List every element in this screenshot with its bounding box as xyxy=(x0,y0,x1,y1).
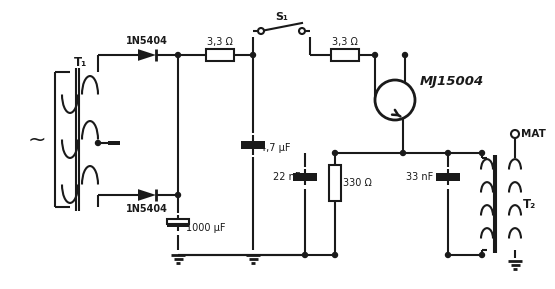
Text: 330 Ω: 330 Ω xyxy=(343,178,372,188)
Circle shape xyxy=(332,151,337,155)
Circle shape xyxy=(95,140,100,145)
Circle shape xyxy=(175,53,180,58)
Polygon shape xyxy=(138,189,156,201)
Bar xyxy=(293,177,317,181)
Text: 4,7 μF: 4,7 μF xyxy=(260,143,290,153)
Bar xyxy=(241,141,265,145)
Bar xyxy=(329,165,341,201)
Circle shape xyxy=(332,253,337,257)
Text: S₁: S₁ xyxy=(275,12,288,22)
Circle shape xyxy=(446,253,451,257)
Text: T₁: T₁ xyxy=(73,55,87,68)
Text: T₂: T₂ xyxy=(523,197,536,210)
Bar xyxy=(167,219,189,224)
Circle shape xyxy=(299,28,305,34)
Circle shape xyxy=(446,151,451,155)
Circle shape xyxy=(402,53,407,58)
Text: 1N5404: 1N5404 xyxy=(126,36,168,46)
Bar xyxy=(241,145,265,149)
Text: 33 nF: 33 nF xyxy=(406,172,433,182)
Text: 3,3 Ω: 3,3 Ω xyxy=(332,37,358,47)
Circle shape xyxy=(480,253,485,257)
Circle shape xyxy=(250,53,255,58)
Circle shape xyxy=(375,80,415,120)
Circle shape xyxy=(258,28,264,34)
Circle shape xyxy=(302,253,307,257)
Bar xyxy=(108,141,120,145)
Text: MAT: MAT xyxy=(521,129,546,139)
Circle shape xyxy=(480,151,485,155)
Text: ~: ~ xyxy=(28,130,46,150)
Circle shape xyxy=(175,192,180,197)
Bar xyxy=(436,173,460,177)
Text: 3,3 Ω: 3,3 Ω xyxy=(207,37,233,47)
Bar xyxy=(331,49,360,61)
Bar xyxy=(167,223,189,227)
Bar xyxy=(293,173,317,177)
Circle shape xyxy=(511,130,519,138)
Text: MJ15004: MJ15004 xyxy=(420,75,485,88)
Text: 1N5404: 1N5404 xyxy=(126,204,168,214)
Bar xyxy=(205,49,234,61)
Text: 1000 μF: 1000 μF xyxy=(186,223,225,233)
Polygon shape xyxy=(138,49,156,61)
Circle shape xyxy=(401,151,406,155)
Bar xyxy=(436,177,460,181)
Text: 22 nF: 22 nF xyxy=(273,172,300,182)
Circle shape xyxy=(372,53,377,58)
